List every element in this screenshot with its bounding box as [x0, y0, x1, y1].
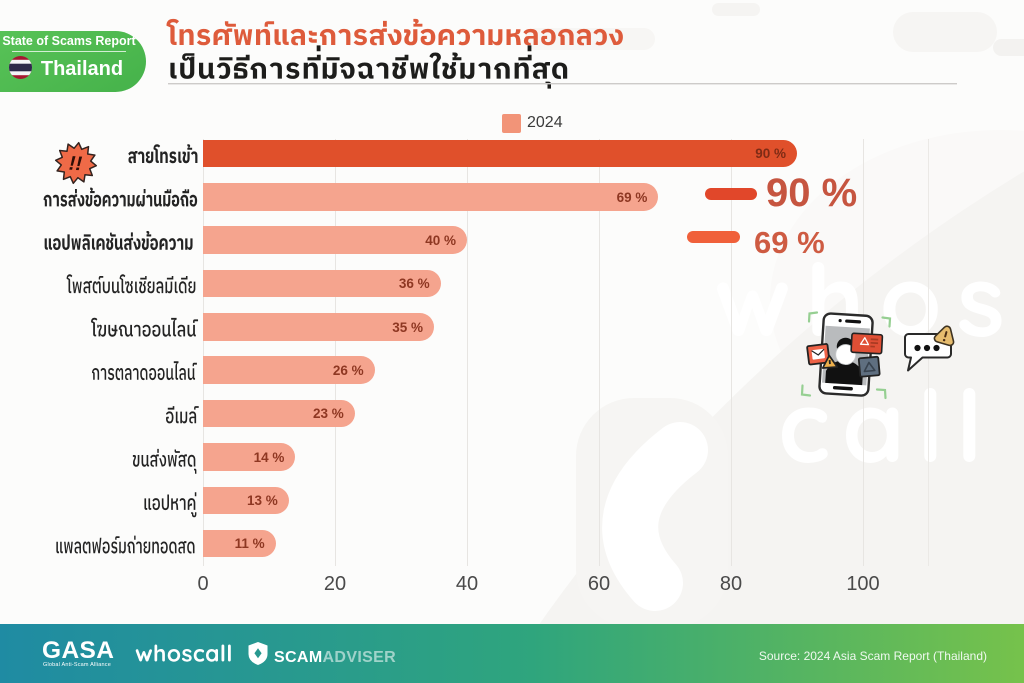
- svg-text:!!: !!: [68, 153, 83, 176]
